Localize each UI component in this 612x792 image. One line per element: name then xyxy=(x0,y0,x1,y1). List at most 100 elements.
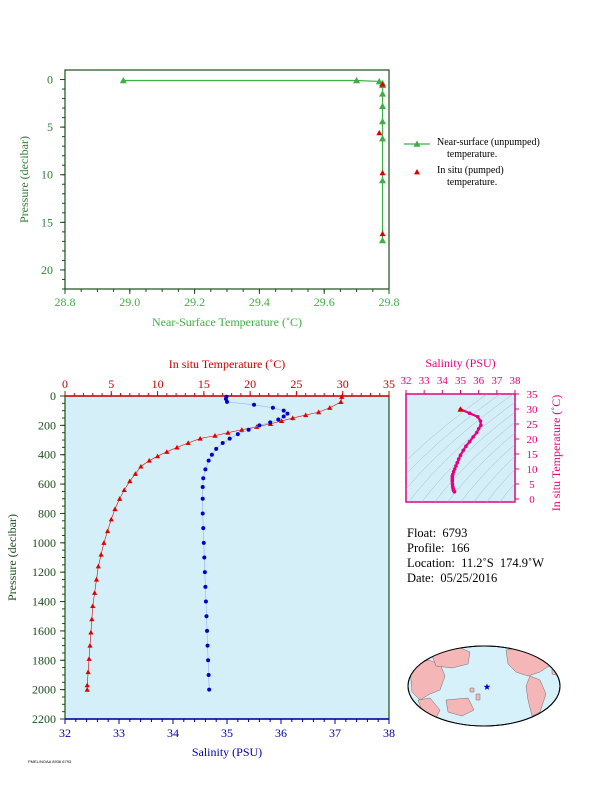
footer-credit: PMEL/NOAA 8936 6793 xyxy=(28,759,72,764)
salinity-point xyxy=(205,628,210,633)
ts-point xyxy=(452,467,457,471)
ts-point xyxy=(458,453,463,458)
profile-y-tick-label: 800 xyxy=(38,506,56,520)
profile-y-tick-label: 1800 xyxy=(32,653,56,667)
top-chart-frame xyxy=(64,69,390,290)
salinity-point xyxy=(203,599,208,604)
profile-y-tick-label: 0 xyxy=(50,389,56,403)
salinity-point xyxy=(220,440,225,445)
ts-x-tick-label: 34 xyxy=(437,375,449,387)
ts-y-tick-label: 5 xyxy=(529,479,535,491)
profile-y-tick-label: 400 xyxy=(38,448,56,462)
ts-y-tick-label: 20 xyxy=(527,434,539,446)
temperature-point xyxy=(84,687,90,692)
salinity-point xyxy=(201,526,206,531)
temperature-point xyxy=(88,629,94,635)
temperature-point xyxy=(101,540,107,545)
salinity-point xyxy=(281,408,286,413)
ts-point xyxy=(478,419,483,423)
ts-density-contour xyxy=(434,421,515,502)
top-x-tick-label: 29.8 xyxy=(379,295,400,309)
ts-y-tick-label: 35 xyxy=(527,389,539,401)
temperature-point xyxy=(290,415,296,421)
ts-y-tick-label: 30 xyxy=(527,404,539,416)
temperature-point xyxy=(212,433,218,438)
in-situ-point xyxy=(376,129,383,136)
salinity-point xyxy=(200,496,205,501)
temperature-point xyxy=(138,463,144,469)
near-surface-point xyxy=(379,236,387,244)
temperature-point xyxy=(316,409,322,415)
top-x-tick-label: 29.4 xyxy=(249,295,270,309)
salinity-point xyxy=(205,643,210,648)
ts-point xyxy=(479,423,483,428)
salinity-point xyxy=(206,672,211,677)
ts-x-tick-label: 33 xyxy=(419,375,431,387)
temperature-point xyxy=(121,487,127,493)
temperature-point xyxy=(112,506,118,512)
ts-surface-marker xyxy=(457,406,464,412)
location: Location: 11.2˚S 174.9˚W xyxy=(407,556,545,570)
ts-density-contour xyxy=(486,468,515,502)
salinity-point xyxy=(214,446,219,451)
profile-y-tick-label: 2200 xyxy=(32,712,56,726)
temperature-point xyxy=(92,590,98,595)
salinity-tick-label: 33 xyxy=(113,726,125,740)
ts-density-contours xyxy=(406,394,515,502)
profile-y-tick-label: 1400 xyxy=(32,595,56,609)
ts-point xyxy=(467,411,472,416)
temperature-point xyxy=(174,444,180,450)
ts-y-tick-label: 0 xyxy=(529,494,535,506)
map-continent xyxy=(525,675,547,717)
temperature-point xyxy=(154,453,161,459)
temperature-point xyxy=(87,642,93,648)
temperature-point xyxy=(86,656,92,661)
legend-marks xyxy=(404,140,430,175)
temperature-point xyxy=(98,551,104,557)
salinity-point xyxy=(246,427,251,432)
salinity-point xyxy=(209,452,214,457)
salinity-point xyxy=(257,423,262,428)
temperature-point xyxy=(117,496,123,501)
legend-marker-near-surface xyxy=(413,140,421,147)
in-situ-point xyxy=(379,169,386,176)
near-surface-point xyxy=(379,135,387,142)
ts-x-tick-label: 38 xyxy=(510,375,522,387)
top-chart-legend: Near-surface (unpumped) temperature. In s… xyxy=(404,137,540,189)
near-surface-point xyxy=(119,76,127,84)
temperature-point xyxy=(89,616,95,622)
salinity-point xyxy=(203,467,208,472)
salinity-point xyxy=(201,540,206,545)
salinity-tick-label: 38 xyxy=(383,726,395,740)
temperature-point xyxy=(339,394,345,399)
salinity-point xyxy=(276,417,281,422)
temp-tick-label: 25 xyxy=(290,377,302,391)
salinity-tick-label: 36 xyxy=(275,726,287,740)
top-x-axis-label: Near-Surface Temperature (˚C) xyxy=(152,315,302,329)
salinity-point xyxy=(285,411,290,416)
salinity-point xyxy=(201,476,206,481)
ts-y-tick-label: 15 xyxy=(527,449,539,461)
ts-y-axis-label: In situ Temperature (˚C) xyxy=(549,395,563,512)
salinity-point xyxy=(200,511,205,516)
ts-point xyxy=(464,444,468,449)
temperature-point xyxy=(132,471,138,476)
ts-point xyxy=(471,435,476,439)
temp-tick-label: 30 xyxy=(337,377,349,391)
temperature-point xyxy=(164,449,170,454)
temperature-point xyxy=(327,405,333,410)
temp-tick-label: 20 xyxy=(244,377,256,391)
temp-tick-label: 5 xyxy=(108,377,114,391)
top-x-tick-label: 28.8 xyxy=(55,295,76,309)
top-x-tick-label: 29.2 xyxy=(184,295,205,309)
ts-point xyxy=(452,490,457,494)
float-id: Float: 6793 xyxy=(407,526,468,540)
salinity-point xyxy=(270,405,275,410)
ts-x-tick-label: 32 xyxy=(401,375,412,387)
legend-marker-in-situ xyxy=(414,169,420,175)
temperature-point xyxy=(279,418,285,424)
top-y-tick-label: 5 xyxy=(47,120,53,134)
temperature-point xyxy=(225,430,231,435)
ts-density-contour xyxy=(499,482,515,502)
near-surface-point xyxy=(379,176,387,184)
